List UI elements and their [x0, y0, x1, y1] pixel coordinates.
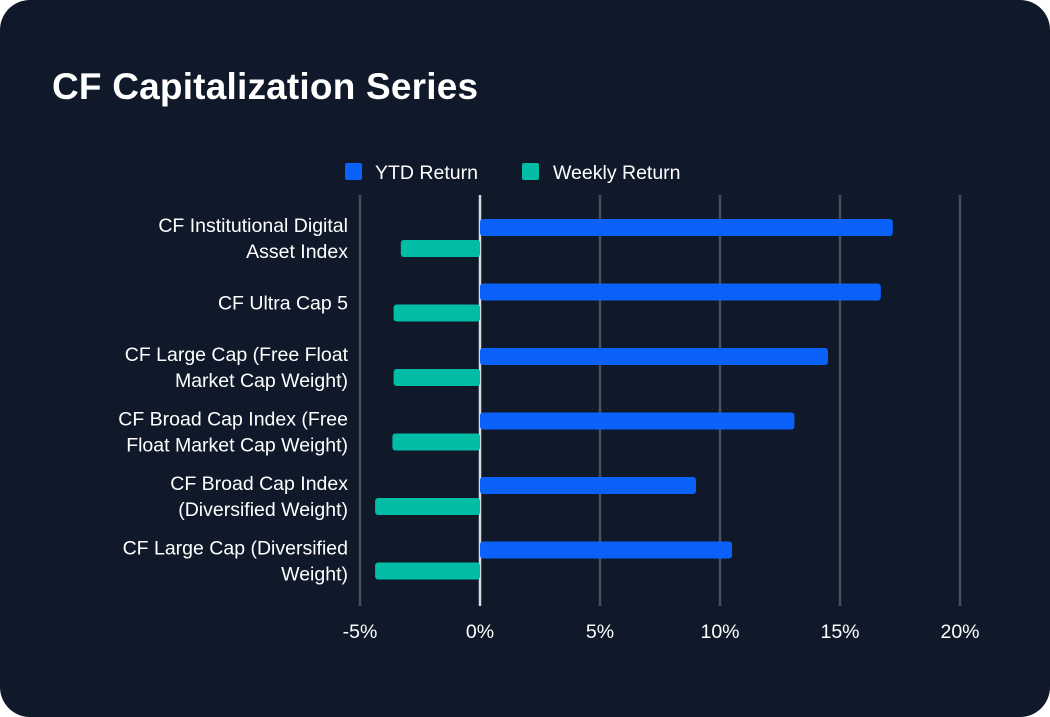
category-label: CF Large Cap (Diversified — [123, 538, 348, 560]
x-tick-label: 10% — [700, 621, 739, 643]
ytd-bar — [480, 348, 828, 365]
ytd-bar — [480, 412, 795, 430]
legend-swatch — [522, 163, 539, 180]
ytd-bar — [480, 477, 696, 494]
category-label: CF Broad Cap Index (Free — [118, 409, 348, 431]
category-label: CF Large Cap (Free Float — [125, 344, 349, 366]
ytd-bar — [480, 541, 732, 559]
category-label: Weight) — [281, 564, 348, 586]
legend-label: YTD Return — [375, 162, 478, 184]
category-label: Market Cap Weight) — [175, 370, 348, 392]
weekly-bar — [400, 240, 480, 257]
legend-swatch — [345, 163, 362, 180]
ytd-bar — [480, 283, 881, 301]
legend-label: Weekly Return — [553, 162, 681, 184]
category-label: CF Ultra Cap 5 — [218, 293, 348, 315]
weekly-bar — [375, 498, 480, 515]
category-label: Float Market Cap Weight) — [126, 435, 348, 457]
x-tick-label: -5% — [343, 621, 378, 643]
x-tick-label: 20% — [940, 621, 979, 643]
category-label: (Diversified Weight) — [178, 499, 348, 521]
category-label: CF Institutional Digital — [158, 215, 348, 237]
x-tick-label: 15% — [820, 621, 859, 643]
x-tick-label: 5% — [586, 621, 614, 643]
weekly-bar — [393, 369, 480, 386]
ytd-bar — [480, 219, 893, 236]
weekly-bar — [392, 433, 480, 451]
weekly-bar — [375, 562, 480, 580]
chart-title: CF Capitalization Series — [52, 66, 479, 107]
category-label: CF Broad Cap Index — [170, 473, 348, 495]
category-label: Asset Index — [246, 241, 348, 263]
weekly-bar — [393, 304, 480, 322]
x-tick-label: 0% — [466, 621, 494, 643]
